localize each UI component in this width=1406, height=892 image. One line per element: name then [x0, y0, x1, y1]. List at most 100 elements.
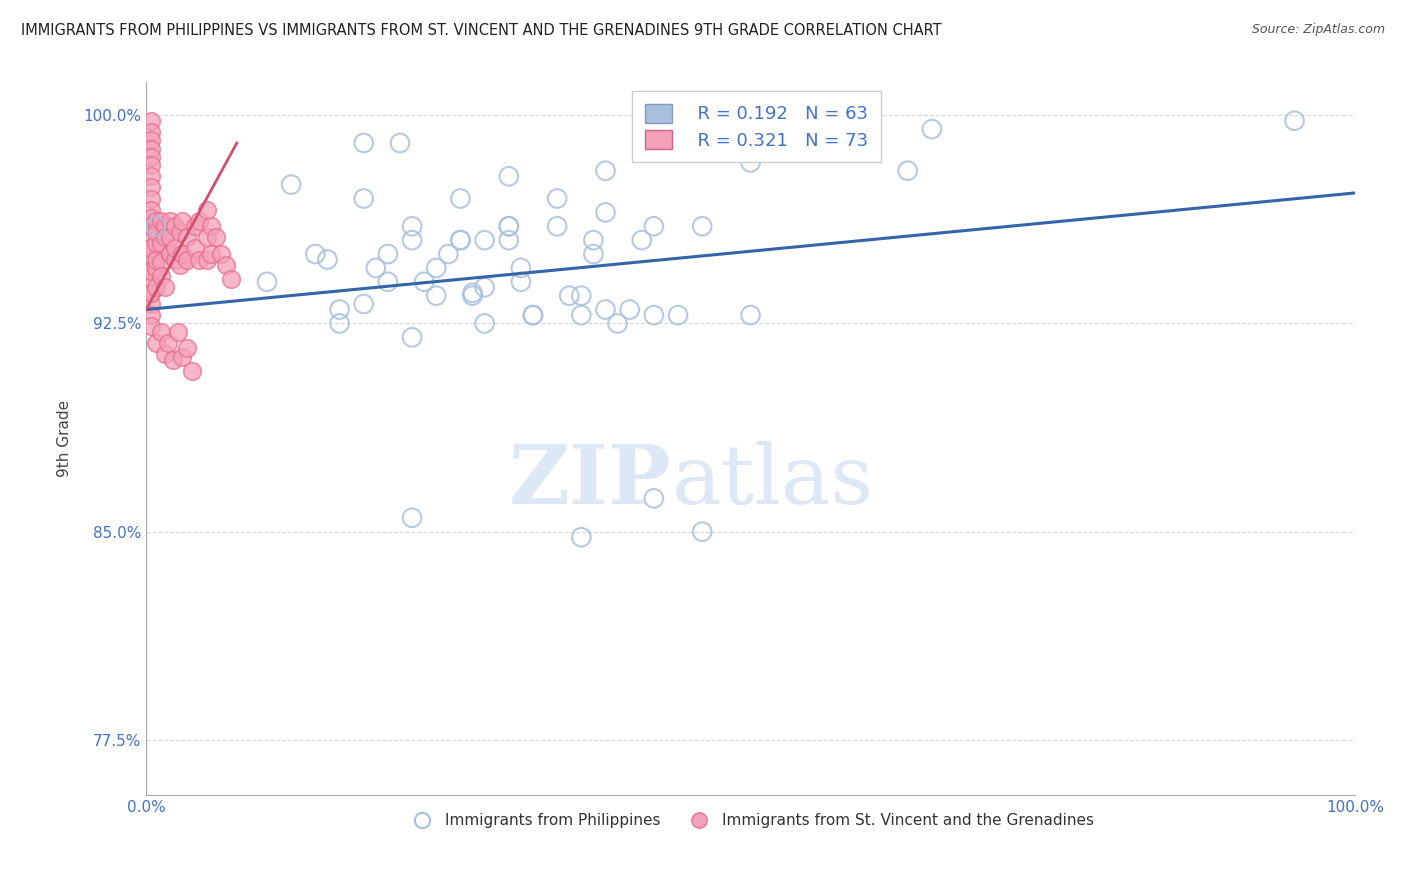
Point — [388, 136, 411, 150]
Point — [643, 219, 665, 234]
Point — [181, 364, 204, 378]
Point — [139, 158, 162, 172]
Point — [498, 219, 520, 234]
Legend: Immigrants from Philippines, Immigrants from St. Vincent and the Grenadines: Immigrants from Philippines, Immigrants … — [401, 807, 1099, 834]
Point — [149, 255, 172, 269]
Point — [165, 219, 187, 234]
Point — [304, 247, 326, 261]
Point — [145, 213, 167, 227]
Point — [897, 163, 920, 178]
Point — [280, 178, 302, 192]
Point — [569, 530, 592, 544]
Point — [449, 233, 471, 247]
Point — [740, 308, 762, 322]
Point — [139, 230, 162, 244]
Point — [139, 192, 162, 206]
Point — [256, 275, 278, 289]
Point — [353, 297, 375, 311]
Point — [569, 288, 592, 302]
Point — [139, 297, 162, 311]
Point — [219, 272, 242, 286]
Point — [195, 252, 218, 267]
Point — [353, 136, 375, 150]
Point — [690, 524, 713, 539]
Point — [449, 192, 471, 206]
Point — [155, 230, 177, 244]
Point — [329, 317, 352, 331]
Point — [474, 280, 496, 294]
Point — [690, 219, 713, 234]
Point — [149, 235, 172, 250]
Point — [401, 510, 423, 524]
Point — [643, 308, 665, 322]
Point — [145, 225, 167, 239]
Point — [353, 192, 375, 206]
Text: ZIP: ZIP — [509, 442, 672, 522]
Point — [425, 260, 447, 275]
Point — [159, 213, 181, 227]
Point — [364, 260, 387, 275]
Point — [165, 242, 187, 256]
Point — [377, 275, 399, 289]
Point — [509, 275, 531, 289]
Point — [159, 247, 181, 261]
Point — [582, 233, 605, 247]
Point — [425, 288, 447, 302]
Point — [165, 252, 187, 267]
Y-axis label: 9th Grade: 9th Grade — [58, 401, 72, 477]
Point — [169, 225, 191, 239]
Point — [546, 192, 568, 206]
Point — [195, 202, 218, 217]
Point — [401, 219, 423, 234]
Point — [149, 325, 172, 339]
Point — [595, 205, 617, 219]
Point — [159, 247, 181, 261]
Point — [630, 233, 652, 247]
Point — [498, 219, 520, 234]
Point — [188, 252, 211, 267]
Point — [666, 308, 689, 322]
Point — [155, 280, 177, 294]
Point — [643, 491, 665, 506]
Point — [461, 288, 484, 302]
Point — [401, 233, 423, 247]
Point — [155, 219, 177, 234]
Point — [139, 219, 162, 234]
Point — [595, 302, 617, 317]
Point — [474, 233, 496, 247]
Point — [139, 211, 162, 225]
Point — [474, 317, 496, 331]
Point — [162, 352, 184, 367]
Text: IMMIGRANTS FROM PHILIPPINES VS IMMIGRANTS FROM ST. VINCENT AND THE GRENADINES 9T: IMMIGRANTS FROM PHILIPPINES VS IMMIGRANT… — [21, 23, 942, 38]
Point — [139, 319, 162, 334]
Point — [166, 325, 188, 339]
Point — [498, 169, 520, 184]
Point — [145, 219, 167, 234]
Point — [139, 308, 162, 322]
Point — [921, 122, 943, 136]
Point — [145, 252, 167, 267]
Point — [215, 258, 238, 272]
Point — [569, 308, 592, 322]
Point — [401, 330, 423, 344]
Point — [139, 285, 162, 300]
Point — [377, 247, 399, 261]
Point — [139, 263, 162, 277]
Point — [139, 263, 162, 277]
Point — [145, 280, 167, 294]
Point — [176, 230, 198, 244]
Point — [172, 350, 194, 364]
Point — [176, 252, 198, 267]
Point — [316, 252, 339, 267]
Point — [139, 242, 162, 256]
Point — [139, 219, 162, 234]
Point — [155, 347, 177, 361]
Point — [139, 252, 162, 267]
Point — [522, 308, 544, 322]
Point — [139, 285, 162, 300]
Point — [139, 150, 162, 164]
Point — [159, 230, 181, 244]
Point — [461, 285, 484, 300]
Point — [437, 247, 460, 261]
Point — [209, 247, 232, 261]
